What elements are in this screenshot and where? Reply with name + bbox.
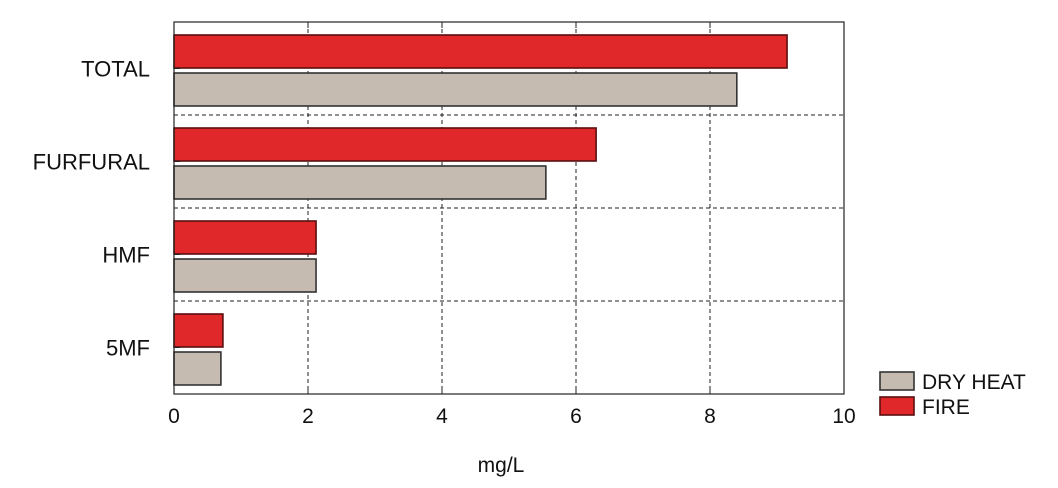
x-axis-title: mg/L xyxy=(478,454,525,477)
bar-fire-total xyxy=(173,34,788,69)
bar-dry-heat-total xyxy=(173,72,738,107)
x-tick-label: 4 xyxy=(436,405,448,428)
legend-label: FIRE xyxy=(922,396,970,419)
x-tick-label: 6 xyxy=(570,405,582,428)
category-label: FURFURAL xyxy=(33,150,150,175)
legend-swatch xyxy=(879,371,915,391)
x-tick-label: 8 xyxy=(704,405,716,428)
category-label: TOTAL xyxy=(81,57,150,82)
category-labels: TOTAL FURFURAL HMF 5MF xyxy=(33,57,180,361)
category-label: HMF xyxy=(102,243,150,268)
x-tick-label: 2 xyxy=(302,405,314,428)
grid-lines xyxy=(174,22,844,394)
plot-frame xyxy=(173,21,845,395)
x-axis-ticks: 0 2 4 6 8 10 xyxy=(168,22,856,428)
x-tick-label: 0 xyxy=(168,405,180,428)
bars xyxy=(173,34,788,386)
bar-dry-heat-hmf xyxy=(173,258,317,293)
x-tick-label: 10 xyxy=(832,405,855,428)
bar-dry-heat-furfural xyxy=(173,165,547,200)
category-label: 5MF xyxy=(106,336,150,361)
legend-swatch xyxy=(879,396,915,416)
bar-dry-heat-5mf xyxy=(173,351,222,386)
bar-fire-hmf xyxy=(173,220,317,255)
bar-fire-5mf xyxy=(173,313,224,348)
bar-fire-furfural xyxy=(173,127,597,162)
legend-label: DRY HEAT xyxy=(922,371,1026,394)
